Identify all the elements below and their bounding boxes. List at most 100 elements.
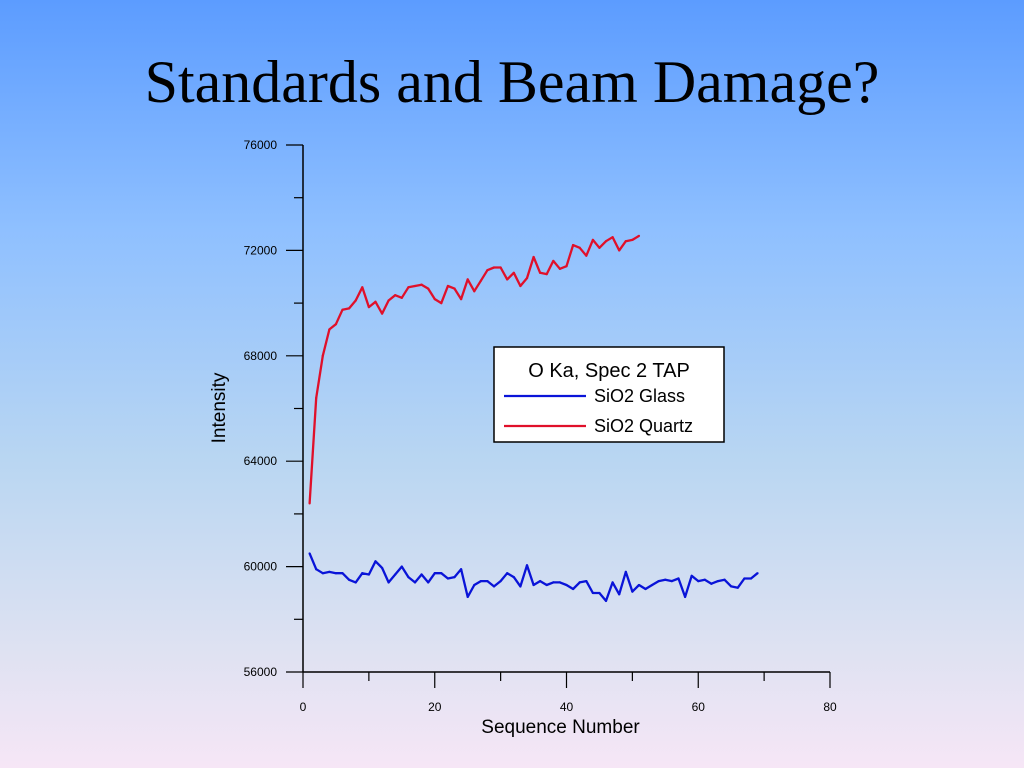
sio2-quartz-point [486,269,489,272]
sio2-glass-point [479,579,482,583]
sio2-glass-point [730,585,733,588]
sio2-glass-point [598,591,601,595]
x-tick-label: 80 [823,700,837,714]
sio2-glass-point [374,560,377,563]
y-tick-label: 56000 [244,665,278,679]
sio2-quartz-point [585,254,588,257]
sio2-quartz-point [618,249,621,252]
sio2-glass-point [710,582,713,585]
y-tick-label: 68000 [244,349,278,363]
sio2-glass-point [552,581,555,584]
y-axis-title: Intensity [209,372,230,443]
sio2-quartz-point [571,244,575,247]
series-layer [308,234,759,603]
sio2-glass-point [341,572,344,575]
sio2-quartz-point [611,236,614,239]
sio2-glass-point [677,577,680,580]
sio2-glass-point [545,583,548,587]
sio2-glass-point [473,583,476,587]
sio2-glass-point [354,581,357,584]
sio2-quartz-legend-label: SiO2 Quartz [594,416,693,436]
sio2-quartz-point [407,286,410,289]
y-tick-label: 60000 [244,560,278,574]
sio2-glass-point [499,579,502,583]
sio2-quartz-point [453,287,456,290]
sio2-quartz-point [506,278,509,281]
sio2-glass-point [644,587,647,591]
sio2-glass-series-line [308,552,759,603]
sio2-quartz-point [604,240,608,243]
sio2-glass-point [367,573,370,576]
sio2-quartz-point [334,323,338,326]
legend-title: O Ka, Spec 2 TAP [528,360,690,382]
sio2-glass-point [486,579,489,583]
sio2-glass-point [591,591,594,595]
sio2-glass-point [308,552,311,555]
sio2-quartz-point [367,305,370,309]
sio2-glass-point [716,579,720,583]
sio2-glass-point [697,579,700,583]
sio2-quartz-point [519,284,522,288]
sio2-glass-point [394,573,397,576]
sio2-glass-point [657,579,660,583]
sio2-quartz-point [492,266,496,269]
sio2-quartz-point [565,265,568,268]
sio2-glass-point [651,583,654,587]
sio2-glass-point [348,578,351,581]
sio2-glass-point [558,581,562,584]
sio2-quartz-point [578,246,581,249]
sio2-glass-point [723,578,726,581]
sio2-quartz-point [460,298,463,301]
sio2-quartz-point [479,279,482,282]
sio2-quartz-point [380,312,384,315]
sio2-quartz-point [466,278,469,281]
sio2-glass-point [749,577,753,580]
legend-box [493,346,725,443]
sio2-glass-point [380,566,384,570]
sio2-quartz-point [354,299,357,302]
sio2-glass-point [565,583,568,587]
sio2-glass-point [670,579,674,583]
sio2-quartz-point [394,294,397,297]
sio2-quartz-point [315,396,318,400]
sio2-quartz-point [598,246,601,249]
sio2-glass-point [321,572,324,575]
sio2-quartz-point [631,238,634,241]
sio2-quartz-point [400,296,403,299]
sio2-glass-point [756,572,759,575]
sio2-glass-point [328,570,331,573]
sio2-glass-point [440,572,443,575]
sio2-quartz-point [545,273,548,276]
slide-title: Standards and Beam Damage? [144,49,880,115]
x-tick-label: 40 [560,700,574,714]
sio2-quartz-point [591,238,594,241]
sio2-glass-point [683,595,687,599]
sio2-glass-point [334,572,338,575]
sio2-glass-point [413,581,417,584]
sio2-glass-point [506,572,509,575]
sio2-quartz-point [361,286,364,289]
chart-legend: O Ka, Spec 2 TAP SiO2 Glass SiO2 Quartz [493,346,725,443]
sio2-glass-point [400,565,403,568]
sio2-quartz-point [427,287,430,290]
sio2-quartz-point [321,354,324,357]
sio2-glass-point [664,578,667,581]
sio2-quartz-point [374,300,377,303]
sio2-glass-point [407,576,410,579]
sio2-glass-point [460,568,463,571]
sio2-glass-point [427,581,430,584]
sio2-quartz-point [499,266,502,269]
chart-axes: 56000 60000 64000 68000 72000 76000 0 20 40 60 80 S… [209,138,837,738]
sio2-quartz-point [420,283,423,286]
sio2-quartz-point [328,328,331,331]
sio2-glass-point [703,578,706,581]
y-tick-label: 64000 [244,454,278,468]
sio2-glass-point [631,590,634,593]
sio2-glass-point [624,570,627,573]
sio2-quartz-point [525,276,529,280]
sio2-quartz-point [637,234,641,238]
sio2-glass-point [585,579,588,583]
sio2-glass-point [690,574,693,577]
sio2-glass-point [433,572,436,575]
